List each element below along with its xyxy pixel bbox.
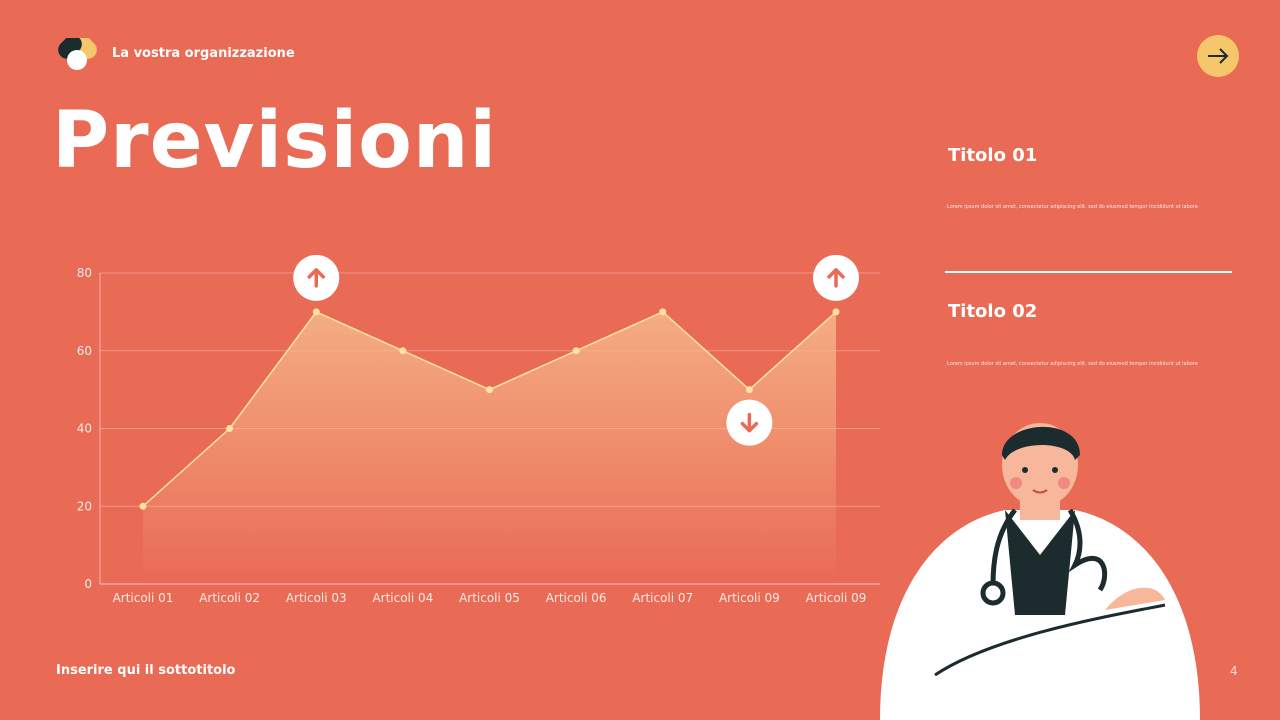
page-title: Previsioni [52,96,498,186]
area-fill [143,311,836,584]
footer-subtitle: Inserire qui il sottotitolo [56,663,236,678]
data-point [226,425,234,432]
arrow-up-icon [307,268,325,288]
data-point [832,308,840,316]
x-tick-label: Articoli 09 [719,591,780,605]
x-tick-label: Articoli 03 [286,591,347,605]
x-tick-label: Articoli 05 [459,591,520,605]
next-button[interactable] [1197,35,1239,77]
arrow-down-icon [740,412,759,433]
y-tick-label: 60 [77,344,92,358]
data-point [659,308,667,316]
side-title-2: Titolo 02 [948,301,1038,322]
data-point [486,386,493,394]
x-tick-label: Articoli 01 [113,591,174,605]
data-point [312,308,320,316]
divider [945,271,1232,273]
page-number: 4 [1230,664,1238,678]
logo-icon [58,38,97,70]
y-tick-label: 0 [84,577,92,591]
data-point [745,386,753,394]
data-point [572,347,580,355]
x-tick-label: Articoli 06 [546,591,607,605]
x-tick-label: Articoli 02 [199,591,260,605]
y-tick-label: 40 [77,422,92,436]
side-body-1: Lorem ipsum dolor sit amet, consectetur … [947,204,1198,210]
doctor-illustration [880,423,1200,720]
data-point [399,347,407,355]
side-body-2: Lorem ipsum dolor sit amet, consectetur … [947,361,1198,367]
x-tick-label: Articoli 09 [806,591,867,605]
data-point [139,502,147,510]
y-tick-label: 20 [77,499,92,513]
y-tick-label: 80 [77,266,92,280]
area-chart: 0 20 40 60 80 Articoli 01 Articoli 02 Articoli … [77,255,880,605]
x-tick-label: Articoli 04 [372,591,433,605]
side-title-1: Titolo 01 [948,145,1038,166]
organization-name: La vostra organizzazione [112,46,295,61]
x-tick-label: Articoli 07 [632,591,693,605]
arrow-up-icon [827,268,845,288]
arrow-right-icon [1208,48,1229,64]
